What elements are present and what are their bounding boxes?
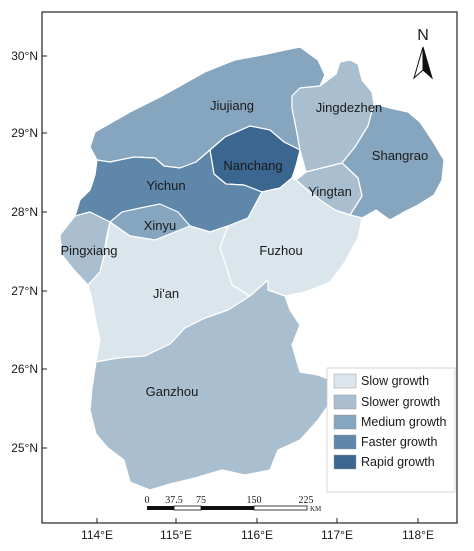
lat-axis: 30°N 29°N 28°N 27°N 26°N 25°N	[11, 49, 47, 455]
lon-tick-label: 117°E	[321, 528, 353, 542]
legend-swatch-medium	[333, 414, 357, 430]
label-xinyu: Xinyu	[144, 218, 177, 233]
scale-label: 37.5	[165, 495, 183, 506]
scale-bar: 0 37.5 75 150 225 KM	[145, 495, 323, 513]
legend-label-medium: Medium growth	[361, 415, 446, 429]
legend-label-faster: Faster growth	[361, 435, 437, 449]
regions-layer	[59, 46, 445, 491]
label-shangrao: Shangrao	[372, 148, 428, 163]
scale-label: 0	[145, 495, 150, 506]
scale-label: 75	[196, 495, 206, 506]
lon-tick-label: 116°E	[241, 528, 273, 542]
lon-axis: 114°E 115°E 116°E 117°E 118°E	[81, 518, 434, 542]
lat-tick-label: 27°N	[11, 284, 38, 298]
scale-label: 225	[299, 495, 314, 506]
legend-box	[326, 367, 456, 493]
lat-tick-label: 29°N	[11, 126, 38, 140]
label-jingdezhen: Jingdezhen	[316, 100, 383, 115]
lat-tick-label: 26°N	[11, 362, 38, 376]
label-yichun: Yichun	[146, 178, 185, 193]
label-ganzhou: Ganzhou	[146, 384, 199, 399]
legend-swatch-slower	[333, 394, 357, 410]
legend-swatch-rapid	[333, 454, 357, 470]
label-jian: Ji'an	[153, 286, 179, 301]
lat-tick-label: 30°N	[11, 49, 38, 63]
legend-label-slow: Slow growth	[361, 374, 429, 388]
label-pingxiang: Pingxiang	[60, 243, 117, 258]
lat-tick-label: 25°N	[11, 441, 38, 455]
legend-label-slower: Slower growth	[361, 395, 440, 409]
label-yingtan: Yingtan	[308, 184, 352, 199]
north-arrow-icon: N	[413, 27, 433, 80]
label-jiujiang: Jiujiang	[210, 98, 254, 113]
north-label: N	[417, 27, 429, 44]
lon-tick-label: 118°E	[402, 528, 434, 542]
scale-unit: KM	[310, 505, 322, 513]
lon-tick-label: 115°E	[160, 528, 192, 542]
label-nanchang: Nanchang	[223, 158, 282, 173]
legend-swatch-slow	[333, 373, 357, 389]
legend-label-rapid: Rapid growth	[361, 455, 435, 469]
region-labels: Jiujiang Jingdezhen Shangrao Nanchang Yi…	[60, 98, 428, 399]
label-fuzhou: Fuzhou	[259, 243, 302, 258]
lat-tick-label: 28°N	[11, 205, 38, 219]
scale-label: 150	[247, 495, 262, 506]
legend-swatch-faster	[333, 434, 357, 450]
map-frame	[41, 11, 458, 524]
lon-tick-label: 114°E	[81, 528, 113, 542]
legend: Slow growth Slower growth Medium growth …	[326, 367, 456, 493]
